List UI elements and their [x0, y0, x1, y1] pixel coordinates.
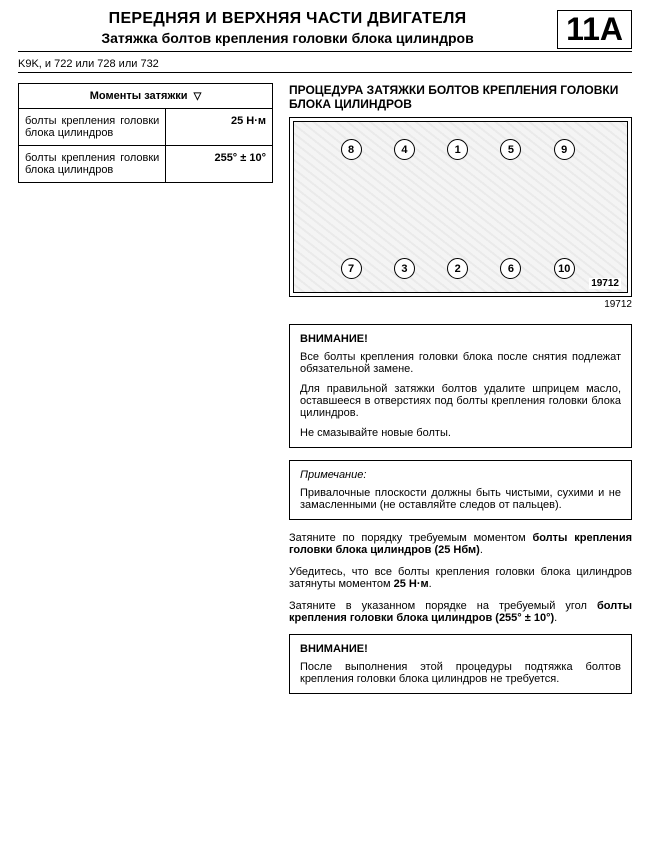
warning-box-2: ВНИМАНИЕ! После выполнения этой процедур… [289, 634, 632, 694]
warning-title: ВНИМАНИЕ! [300, 643, 621, 655]
engine-diagram: 19712 8 4 1 5 9 7 3 2 6 10 [293, 121, 628, 293]
bolt-callout: 10 [554, 258, 575, 279]
bold-text: 25 Н·м [394, 578, 429, 590]
bolt-callout: 5 [500, 139, 521, 160]
torque-header-text: Моменты затяжки [90, 90, 188, 102]
bolt-callout: 2 [447, 258, 468, 279]
text: Убедитесь, что все болты крепления голов… [289, 566, 632, 590]
header-line-2: Затяжка болтов крепления головки блока ц… [18, 30, 557, 46]
header-text: ПЕРЕДНЯЯ И ВЕРХНЯЯ ЧАСТИ ДВИГАТЕЛЯ Затяж… [18, 10, 557, 49]
bolt-callout: 7 [341, 258, 362, 279]
diagram-number: 19712 [589, 278, 621, 289]
warning-text: Все болты крепления головки блока после … [300, 351, 621, 375]
instruction-para: Убедитесь, что все болты крепления голов… [289, 566, 632, 590]
page-header: ПЕРЕДНЯЯ И ВЕРХНЯЯ ЧАСТИ ДВИГАТЕЛЯ Затяж… [18, 10, 632, 52]
bolt-callout: 8 [341, 139, 362, 160]
torque-desc: болты крепления головки блока цилиндров [19, 146, 166, 183]
divider [18, 72, 632, 73]
warning-box-1: ВНИМАНИЕ! Все болты крепления головки бл… [289, 324, 632, 448]
content-columns: Моменты затяжки болты крепления головки … [18, 83, 632, 706]
text: . [480, 544, 483, 556]
table-row: болты крепления головки блока цилиндров … [19, 146, 273, 183]
torque-value: 255° ± 10° [166, 146, 273, 183]
diagram-caption: 19712 [289, 299, 632, 310]
procedure-title: ПРОЦЕДУРА ЗАТЯЖКИ БОЛТОВ КРЕПЛЕНИЯ ГОЛОВ… [289, 83, 632, 111]
torque-value: 25 Н·м [166, 109, 273, 146]
bolt-callout: 1 [447, 139, 468, 160]
section-number: 11A [557, 10, 632, 49]
left-column: Моменты затяжки болты крепления головки … [18, 83, 273, 706]
text: Затяните в указанном порядке на требуемы… [289, 600, 597, 612]
torque-table: Моменты затяжки болты крепления головки … [18, 83, 273, 183]
text: . [429, 578, 432, 590]
triangle-down-icon [191, 90, 202, 102]
text: . [554, 612, 557, 624]
warning-title: ВНИМАНИЕ! [300, 333, 621, 345]
header-line-1: ПЕРЕДНЯЯ И ВЕРХНЯЯ ЧАСТИ ДВИГАТЕЛЯ [18, 10, 557, 28]
table-row: болты крепления головки блока цилиндров … [19, 109, 273, 146]
bolt-callout: 6 [500, 258, 521, 279]
warning-text: Не смазывайте новые болты. [300, 427, 621, 439]
note-box: Примечание: Привалочные плоскости должны… [289, 460, 632, 520]
note-title: Примечание: [300, 469, 621, 481]
note-text: Привалочные плоскости должны быть чистым… [300, 487, 621, 511]
engine-spec: K9K, и 722 или 728 или 732 [18, 54, 632, 72]
bolt-callout: 9 [554, 139, 575, 160]
warning-text: После выполнения этой процедуры подтяжка… [300, 661, 621, 685]
torque-table-header: Моменты затяжки [19, 84, 273, 109]
bolt-callout: 4 [394, 139, 415, 160]
instruction-para: Затяните по порядку требуемым моментом б… [289, 532, 632, 556]
warning-text: Для правильной затяжки болтов удалите шп… [300, 383, 621, 419]
bolt-callout: 3 [394, 258, 415, 279]
text: Затяните по порядку требуемым моментом [289, 532, 532, 544]
torque-desc: болты крепления головки блока цилиндров [19, 109, 166, 146]
diagram-frame: 19712 8 4 1 5 9 7 3 2 6 10 [289, 117, 632, 297]
instruction-para: Затяните в указанном порядке на требуемы… [289, 600, 632, 624]
right-column: ПРОЦЕДУРА ЗАТЯЖКИ БОЛТОВ КРЕПЛЕНИЯ ГОЛОВ… [289, 83, 632, 706]
